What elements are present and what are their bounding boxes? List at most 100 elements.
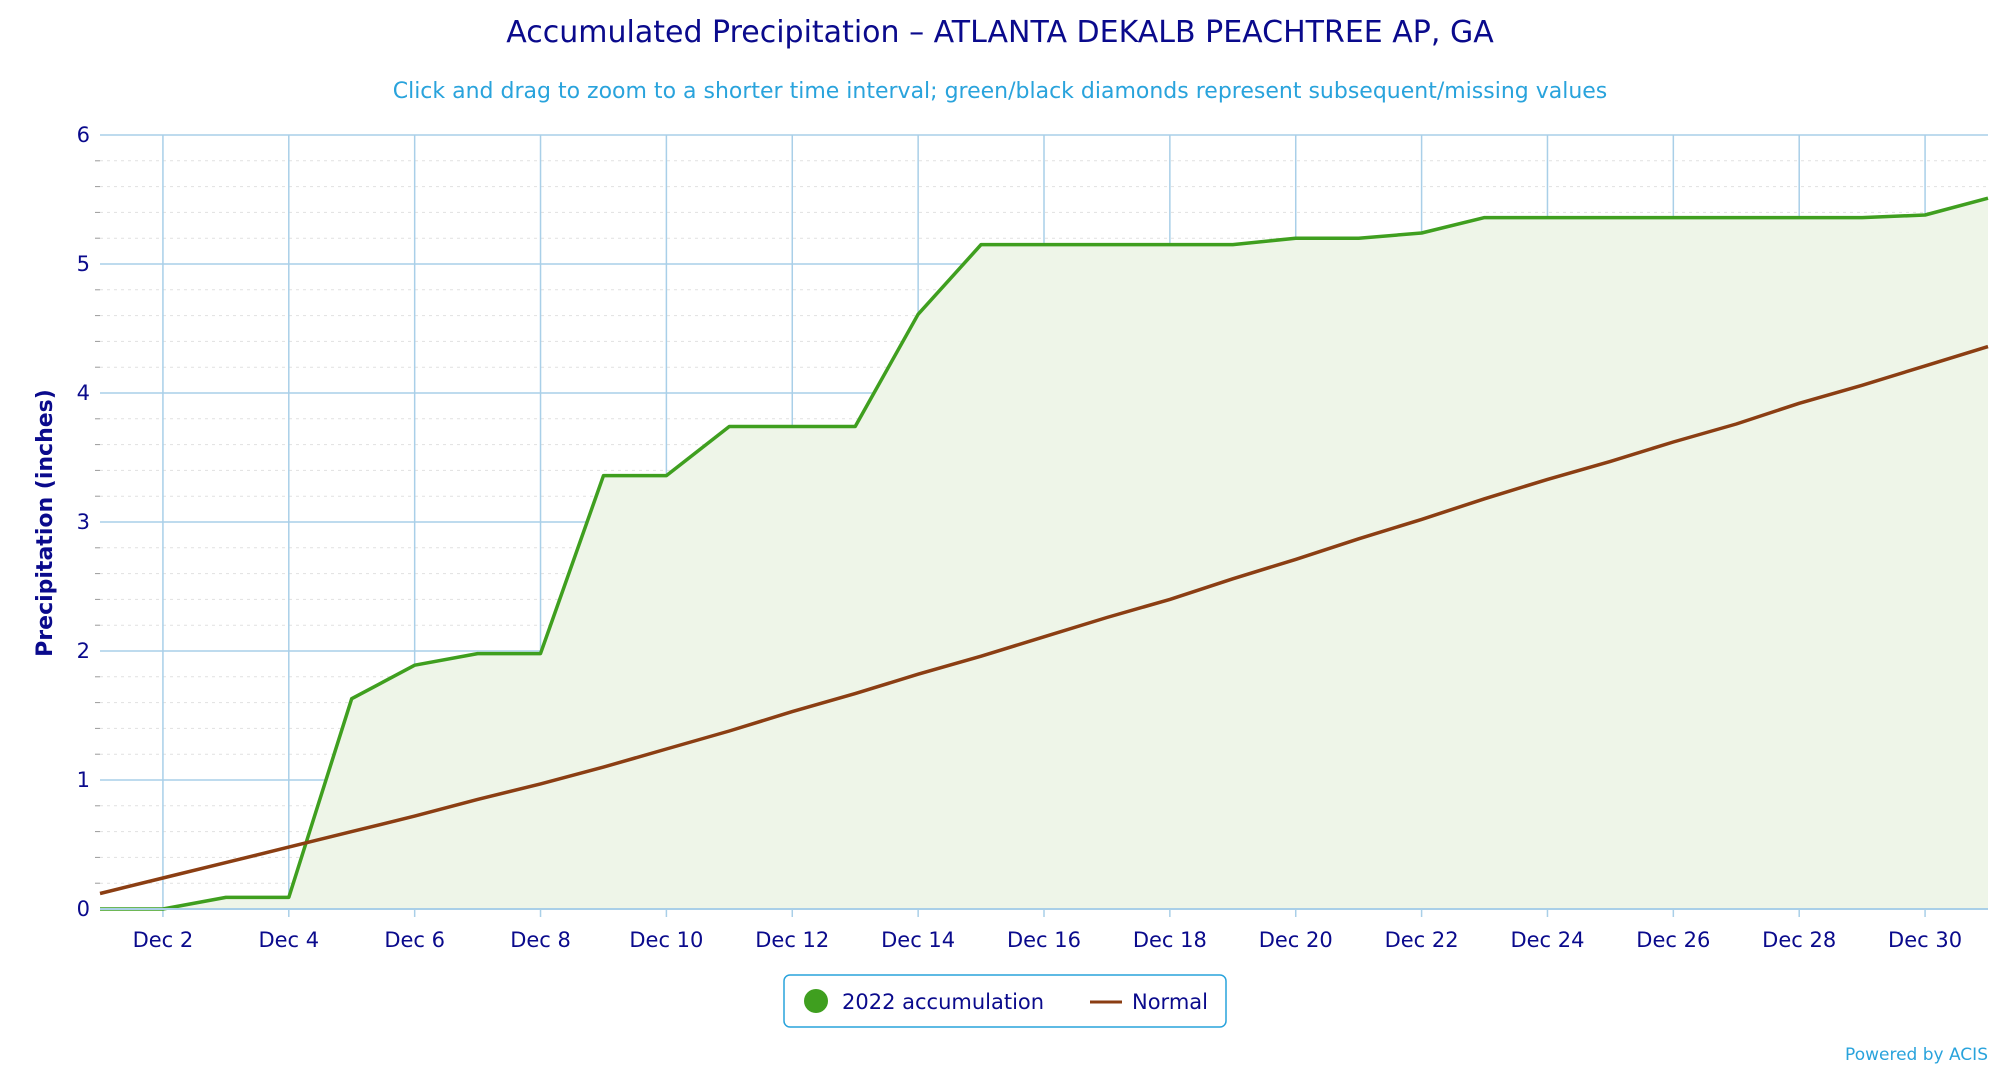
normal-point[interactable] <box>1858 381 1866 389</box>
y-tick-label: 3 <box>77 510 90 534</box>
accumulation-point[interactable] <box>914 310 922 318</box>
legend-accumulation-symbol <box>804 989 828 1013</box>
x-tick-label: Dec 22 <box>1385 928 1459 952</box>
legend-box <box>783 974 1227 1028</box>
y-tick-label: 2 <box>77 639 90 663</box>
accumulation-point[interactable] <box>1355 234 1363 242</box>
normal-point[interactable] <box>222 859 230 867</box>
legend-item-accumulation[interactable]: 2022 accumulation <box>804 989 1044 1014</box>
x-tick-label: Dec 8 <box>510 928 571 952</box>
legend-item-normal[interactable]: Normal <box>1090 990 1208 1014</box>
normal-point[interactable] <box>348 828 356 836</box>
normal-point[interactable] <box>1229 575 1237 583</box>
normal-point[interactable] <box>599 763 607 771</box>
normal-point[interactable] <box>285 843 293 851</box>
accumulation-point[interactable] <box>1418 229 1426 237</box>
normal-point[interactable] <box>159 874 167 882</box>
y-axis-ticks: 0 1 2 3 4 5 6 <box>77 123 90 921</box>
normal-point[interactable] <box>1795 399 1803 407</box>
accumulation-point[interactable] <box>1040 241 1048 249</box>
x-tick-label: Dec 12 <box>755 928 829 952</box>
normal-point[interactable] <box>1921 362 1929 370</box>
x-axis-ticks: Dec 2 Dec 4 Dec 6 Dec 8 Dec 10 Dec 12 Dec 14 De… <box>133 928 1963 952</box>
normal-point[interactable] <box>411 812 419 820</box>
accumulation-point[interactable] <box>1921 211 1929 219</box>
legend-normal-label: Normal <box>1132 990 1208 1014</box>
accumulation-point[interactable] <box>1543 214 1551 222</box>
x-tick-label: Dec 26 <box>1636 928 1710 952</box>
y-tick-label: 5 <box>77 252 90 276</box>
x-tick-label: Dec 28 <box>1762 928 1836 952</box>
credit-link[interactable]: Powered by ACIS <box>1845 1045 1988 1065</box>
normal-point[interactable] <box>788 708 796 716</box>
accumulation-point[interactable] <box>537 650 545 658</box>
accumulation-point[interactable] <box>1229 241 1237 249</box>
legend[interactable]: 2022 accumulation Normal <box>783 974 1227 1028</box>
series-2022-accumulation-area <box>100 198 1988 909</box>
normal-point[interactable] <box>1292 555 1300 563</box>
accumulation-point[interactable] <box>1858 214 1866 222</box>
normal-point[interactable] <box>662 745 670 753</box>
normal-point[interactable] <box>1166 595 1174 603</box>
x-tick-label: Dec 2 <box>133 928 194 952</box>
accumulation-point[interactable] <box>788 423 796 431</box>
accumulation-point[interactable] <box>1166 241 1174 249</box>
accumulation-point[interactable] <box>1481 214 1489 222</box>
series-normal-line[interactable] <box>99 344 1989 896</box>
normal-point[interactable] <box>1732 420 1740 428</box>
normal-point[interactable] <box>1481 495 1489 503</box>
x-tick-label: Dec 24 <box>1510 928 1584 952</box>
accumulation-point[interactable] <box>1292 234 1300 242</box>
normal-point[interactable] <box>1984 343 1992 351</box>
plot-area[interactable] <box>96 194 1992 913</box>
normal-point[interactable] <box>977 652 985 660</box>
normal-point[interactable] <box>1669 438 1677 446</box>
accumulation-point[interactable] <box>285 893 293 901</box>
accumulation-point[interactable] <box>851 423 859 431</box>
normal-point[interactable] <box>1606 457 1614 465</box>
accumulation-point[interactable] <box>662 472 670 480</box>
normal-point[interactable] <box>1543 475 1551 483</box>
accumulation-point[interactable] <box>1606 214 1614 222</box>
accumulation-point[interactable] <box>222 893 230 901</box>
accumulation-point[interactable] <box>474 650 482 658</box>
normal-point[interactable] <box>914 670 922 678</box>
normal-point[interactable] <box>851 690 859 698</box>
x-tick-label: Dec 4 <box>258 928 319 952</box>
x-tick-label: Dec 10 <box>629 928 703 952</box>
accumulation-point[interactable] <box>599 472 607 480</box>
minor-gridlines <box>95 160 1988 884</box>
x-tick-label: Dec 14 <box>881 928 955 952</box>
normal-point[interactable] <box>1103 613 1111 621</box>
accumulation-point[interactable] <box>725 423 733 431</box>
y-axis-label: Precipitation (inches) <box>33 389 58 657</box>
normal-point[interactable] <box>1418 515 1426 523</box>
normal-point[interactable] <box>96 890 104 898</box>
x-tick-label: Dec 30 <box>1888 928 1962 952</box>
y-tick-label: 1 <box>77 768 90 792</box>
normal-point[interactable] <box>1355 535 1363 543</box>
normal-point[interactable] <box>725 727 733 735</box>
x-tick-label: Dec 20 <box>1259 928 1333 952</box>
x-tick-label: Dec 18 <box>1133 928 1207 952</box>
y-tick-label: 6 <box>77 123 90 147</box>
accumulation-point[interactable] <box>1984 194 1992 202</box>
normal-point[interactable] <box>1040 633 1048 641</box>
accumulation-point[interactable] <box>1732 214 1740 222</box>
x-tick-label: Dec 16 <box>1007 928 1081 952</box>
normal-point[interactable] <box>474 795 482 803</box>
accumulation-point[interactable] <box>1795 214 1803 222</box>
legend-accumulation-label: 2022 accumulation <box>842 990 1044 1014</box>
accumulation-point[interactable] <box>1669 214 1677 222</box>
series-2022-accumulation-line[interactable] <box>100 196 1989 911</box>
accumulation-point[interactable] <box>348 695 356 703</box>
y-tick-label: 0 <box>77 897 90 921</box>
y-tick-label: 4 <box>77 381 90 405</box>
accumulation-point[interactable] <box>977 241 985 249</box>
normal-point[interactable] <box>537 780 545 788</box>
chart-title: Accumulated Precipitation – ATLANTA DEKA… <box>506 15 1494 50</box>
accumulation-point[interactable] <box>1103 241 1111 249</box>
accumulation-point[interactable] <box>411 661 419 669</box>
chart-subtitle: Click and drag to zoom to a shorter time… <box>393 79 1608 104</box>
